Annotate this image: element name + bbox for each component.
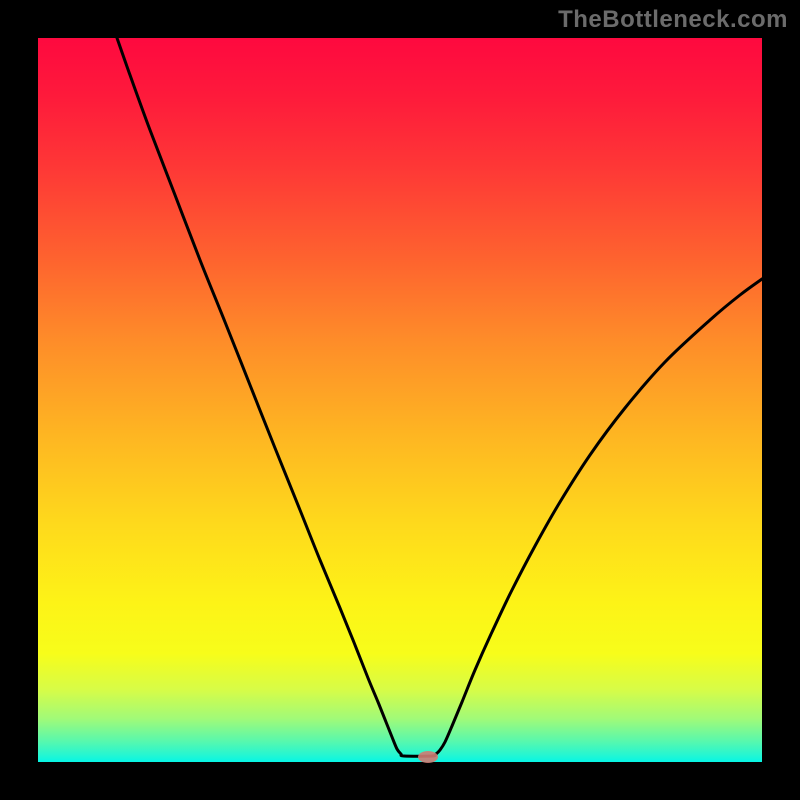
chart-container: TheBottleneck.com [0,0,800,800]
optimal-marker [418,751,438,763]
bottleneck-chart [0,0,800,800]
watermark-text: TheBottleneck.com [558,6,788,34]
chart-gradient-background [38,38,762,762]
